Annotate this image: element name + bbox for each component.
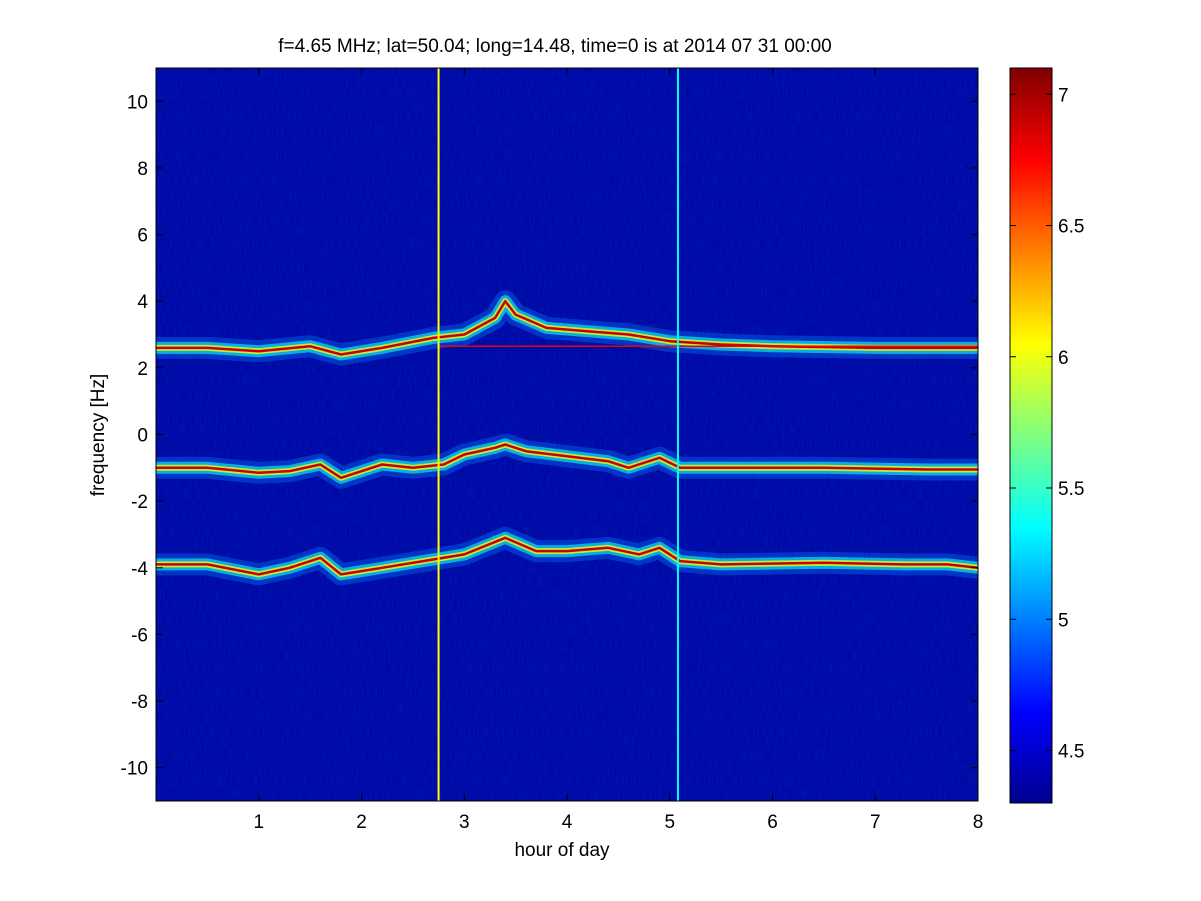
y-axis-label: frequency [Hz] (88, 374, 109, 497)
colorbar-tick-label: 5 (1058, 610, 1069, 631)
y-tick-label: 0 (137, 426, 148, 447)
y-tick-label: 10 (127, 92, 148, 113)
x-tick-label: 5 (664, 812, 675, 833)
y-tick-label: -6 (131, 625, 148, 646)
y-tick-label: -8 (131, 692, 148, 713)
y-axis-ticks: -10 -8 -6 -4 -2 0 2 4 6 8 10 (121, 92, 978, 780)
heatmap-noise-texture (156, 68, 978, 801)
colorbar-ticks: 4.5 5 5.5 6 6.5 7 (1010, 85, 1084, 763)
x-axis-label: hour of day (514, 840, 610, 861)
y-tick-label: 8 (137, 159, 148, 180)
colorbar-tick-label: 7 (1058, 85, 1069, 106)
x-tick-label: 7 (870, 812, 881, 833)
colorbar-tick-label: 6 (1058, 348, 1069, 369)
x-tick-label: 2 (356, 812, 367, 833)
x-tick-label: 8 (973, 812, 984, 833)
signal-traces (156, 290, 978, 586)
chart-title: f=4.65 MHz; lat=50.04; long=14.48, time=… (278, 36, 832, 57)
colorbar-tick-label: 4.5 (1058, 742, 1084, 763)
y-tick-label: -10 (121, 759, 148, 780)
trace-band-1-layer-4 (156, 299, 978, 356)
x-tick-label: 6 (767, 812, 778, 833)
y-tick-label: 4 (137, 292, 148, 313)
y-tick-label: 2 (137, 359, 148, 380)
marker-lines (437, 68, 978, 801)
y-tick-label: 6 (137, 226, 148, 247)
x-tick-label: 1 (253, 812, 264, 833)
colorbar-tick-label: 6.5 (1058, 217, 1084, 238)
x-axis-ticks: 1 2 3 4 5 6 7 8 (253, 68, 983, 833)
plot-area (156, 68, 978, 801)
trace-band-3-layer-4 (156, 536, 978, 576)
y-tick-label: -4 (131, 559, 148, 580)
trace-band-2-layer-4 (156, 443, 978, 480)
colorbar-tick-label: 5.5 (1058, 479, 1084, 500)
x-tick-label: 3 (459, 812, 470, 833)
y-tick-label: -2 (131, 492, 148, 513)
x-tick-label: 4 (562, 812, 573, 833)
colorbar (1009, 67, 1053, 804)
